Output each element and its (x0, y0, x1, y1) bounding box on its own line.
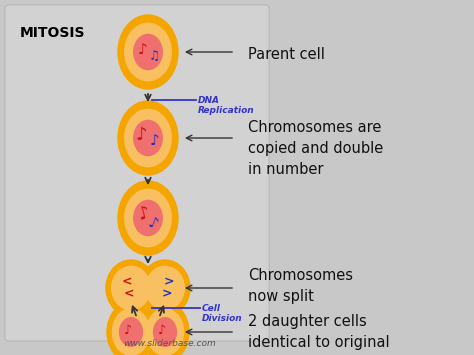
Text: www.sliderbase.com: www.sliderbase.com (124, 339, 216, 348)
Text: ♪: ♪ (146, 215, 160, 233)
Text: Parent cell: Parent cell (248, 47, 325, 62)
Ellipse shape (154, 318, 176, 346)
Ellipse shape (146, 309, 183, 355)
Ellipse shape (118, 181, 178, 255)
Ellipse shape (106, 260, 156, 316)
Ellipse shape (112, 309, 150, 355)
Text: ♪: ♪ (158, 323, 166, 337)
Ellipse shape (119, 318, 142, 346)
Ellipse shape (107, 302, 155, 355)
Ellipse shape (134, 201, 162, 236)
Text: 2 daughter cells
identical to original: 2 daughter cells identical to original (248, 314, 390, 350)
Text: ♪: ♪ (124, 323, 132, 337)
Ellipse shape (141, 302, 189, 355)
Ellipse shape (134, 34, 162, 70)
Text: <: < (122, 275, 132, 289)
Text: Chromosomes
now split: Chromosomes now split (248, 268, 353, 304)
Text: >: > (164, 275, 174, 289)
Text: ♪: ♪ (138, 43, 148, 58)
Ellipse shape (125, 189, 171, 247)
Ellipse shape (125, 23, 171, 81)
Text: Cell
Division: Cell Division (202, 304, 243, 323)
Text: Chromosomes are
copied and double
in number: Chromosomes are copied and double in num… (248, 120, 383, 177)
Ellipse shape (146, 266, 184, 310)
Text: DNA
Replication: DNA Replication (198, 96, 255, 115)
Ellipse shape (134, 120, 162, 155)
Text: ♪: ♪ (150, 133, 160, 148)
Ellipse shape (118, 101, 178, 175)
Ellipse shape (118, 15, 178, 89)
Text: ♪: ♪ (136, 204, 152, 224)
Text: ♫: ♫ (148, 49, 160, 62)
Text: MITOSIS: MITOSIS (20, 26, 85, 40)
FancyBboxPatch shape (5, 5, 269, 341)
Text: <: < (124, 288, 134, 300)
Text: >: > (162, 288, 172, 300)
Ellipse shape (125, 109, 171, 167)
Ellipse shape (111, 266, 150, 310)
Text: ♪: ♪ (135, 126, 147, 144)
Ellipse shape (140, 260, 190, 316)
